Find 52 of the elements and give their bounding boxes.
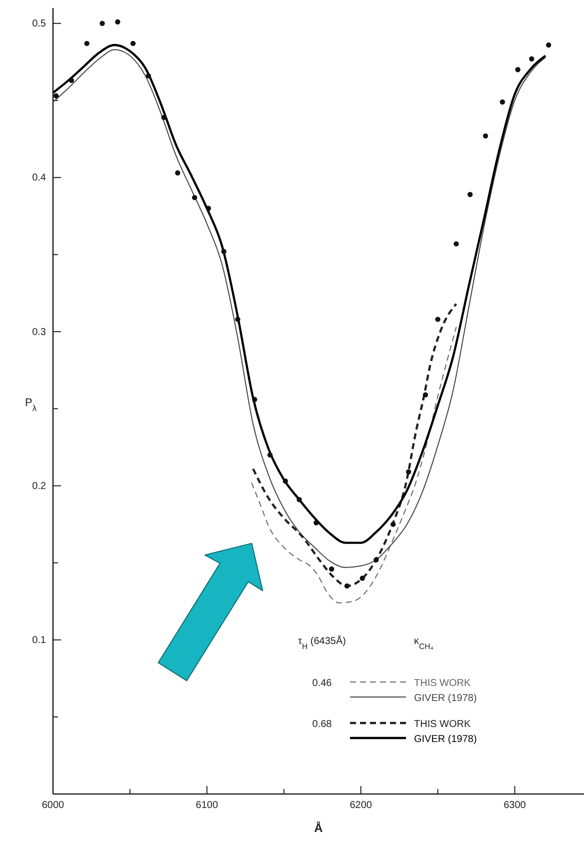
y-tick-label: 0.1 — [32, 635, 46, 646]
text: THIS WORK — [414, 678, 471, 689]
point — [192, 194, 198, 200]
y-tick-label: 0.4 — [32, 172, 46, 184]
point — [161, 114, 166, 120]
annotation: 0.46 — [312, 678, 332, 689]
point — [482, 133, 488, 139]
point — [267, 452, 273, 458]
x-tick-label: 6300 — [504, 800, 526, 812]
x-tick-label: 6200 — [350, 800, 372, 812]
text: THIS WORK — [414, 719, 471, 730]
point — [454, 241, 459, 246]
point — [344, 583, 350, 589]
x-tick-label: 6100 — [196, 800, 218, 812]
point — [206, 206, 212, 211]
text: GIVER (1978) — [414, 693, 477, 704]
point — [546, 42, 552, 48]
point — [500, 99, 506, 105]
y-tick-label: 0.3 — [32, 326, 46, 338]
point — [100, 20, 105, 26]
point — [115, 19, 120, 24]
point — [360, 576, 365, 581]
point — [422, 392, 428, 398]
point — [221, 248, 226, 254]
point — [390, 522, 396, 527]
annotation: κ$_{CH₄}$ — [414, 636, 434, 650]
legend-title: τ$_{H}$ (6435Å) — [298, 635, 346, 650]
x-axis-title: Å — [314, 821, 324, 835]
x-tick-label: 6000 — [42, 800, 65, 812]
text: GIVER (1978) — [414, 734, 477, 745]
point — [296, 497, 302, 502]
point — [314, 520, 319, 526]
point — [374, 557, 379, 562]
y-tick-label: 0.5 — [32, 18, 46, 30]
point — [435, 316, 440, 322]
point — [235, 316, 240, 322]
point — [328, 566, 334, 572]
point — [515, 67, 520, 72]
point — [468, 192, 473, 198]
point — [175, 170, 180, 176]
annotation: 0.68 — [312, 719, 332, 730]
point — [252, 396, 258, 402]
point — [130, 40, 136, 46]
y-axis-title: P$_{λ}$ — [25, 397, 38, 413]
y-tick-label: 0.2 — [32, 480, 46, 492]
point — [84, 40, 90, 46]
point — [529, 56, 534, 62]
point — [146, 73, 152, 78]
point — [282, 478, 288, 484]
point — [68, 78, 74, 84]
point — [406, 469, 412, 474]
point — [53, 93, 59, 98]
